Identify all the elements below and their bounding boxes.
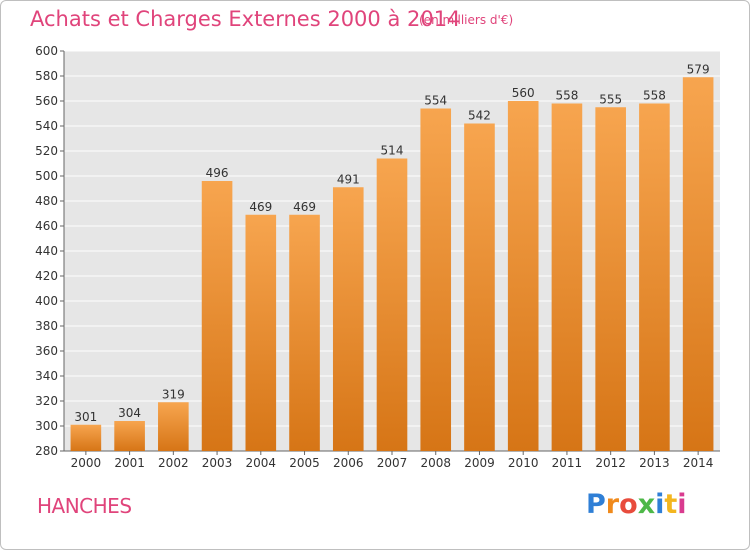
y-tick-label: 560 <box>35 94 58 108</box>
x-tick-label: 2007 <box>377 456 408 470</box>
logo-letter: P <box>586 489 606 520</box>
bar <box>114 421 145 451</box>
chart-subtitle: (en milliers d'€) <box>419 13 514 27</box>
data-label: 558 <box>643 89 666 103</box>
y-tick-label: 600 <box>35 44 58 58</box>
logo-letter: o <box>619 489 638 520</box>
bar <box>639 103 670 451</box>
x-tick-label: 2014 <box>683 456 714 470</box>
bar <box>595 107 626 451</box>
y-tick-label: 460 <box>35 219 58 233</box>
logo-letter: i <box>677 489 687 520</box>
data-label: 491 <box>337 172 360 186</box>
logo-letter: i <box>655 489 665 520</box>
y-tick-label: 520 <box>35 144 58 158</box>
y-tick-label: 320 <box>35 394 58 408</box>
bar <box>464 123 495 451</box>
bar <box>245 214 277 451</box>
bar <box>507 101 539 451</box>
bar <box>376 158 408 451</box>
bar <box>201 181 233 451</box>
x-tick-label: 2008 <box>420 456 451 470</box>
x-tick-label: 2006 <box>333 456 364 470</box>
bar <box>332 187 364 451</box>
x-tick-label: 2000 <box>71 456 102 470</box>
data-label: 319 <box>162 387 185 401</box>
y-tick-label: 440 <box>35 244 58 258</box>
y-tick-label: 500 <box>35 169 58 183</box>
y-tick-label: 360 <box>35 344 58 358</box>
data-label: 558 <box>555 89 578 103</box>
x-tick-label: 2002 <box>158 456 189 470</box>
data-label: 301 <box>74 410 97 424</box>
data-label: 514 <box>381 144 404 158</box>
x-tick-label: 2009 <box>464 456 495 470</box>
y-tick-label: 300 <box>35 419 58 433</box>
logo-letter: r <box>605 489 620 520</box>
data-label: 542 <box>468 109 491 123</box>
logo-letter: t <box>664 489 678 520</box>
data-label: 560 <box>512 86 535 100</box>
x-tick-label: 2003 <box>202 456 233 470</box>
y-tick-label: 580 <box>35 69 58 83</box>
bar <box>70 424 102 451</box>
town-name: HANCHES <box>37 494 132 518</box>
bar <box>420 108 452 451</box>
proxiti-logo: Proxiti <box>586 489 687 520</box>
bar <box>551 103 583 451</box>
x-tick-label: 2004 <box>246 456 277 470</box>
y-tick-label: 420 <box>35 269 58 283</box>
data-label: 554 <box>424 94 447 108</box>
y-tick-label: 480 <box>35 194 58 208</box>
bar <box>682 77 714 451</box>
logo-letter: x <box>637 489 656 520</box>
bar <box>158 402 189 451</box>
x-tick-label: 2011 <box>552 456 583 470</box>
x-tick-label: 2013 <box>639 456 670 470</box>
chart-title: Achats et Charges Externes 2000 à 2014 <box>30 7 461 31</box>
y-tick-label: 400 <box>35 294 58 308</box>
data-label: 469 <box>293 200 316 214</box>
data-label: 304 <box>118 406 141 420</box>
data-label: 469 <box>249 200 272 214</box>
x-tick-label: 2005 <box>289 456 320 470</box>
data-label: 579 <box>687 62 710 76</box>
x-tick-label: 2012 <box>595 456 626 470</box>
y-tick-label: 280 <box>35 444 58 458</box>
y-tick-label: 380 <box>35 319 58 333</box>
bar <box>289 214 320 451</box>
x-tick-label: 2001 <box>114 456 145 470</box>
y-tick-label: 340 <box>35 369 58 383</box>
data-label: 496 <box>206 166 229 180</box>
data-label: 555 <box>599 92 622 106</box>
y-tick-label: 540 <box>35 119 58 133</box>
x-tick-label: 2010 <box>508 456 539 470</box>
